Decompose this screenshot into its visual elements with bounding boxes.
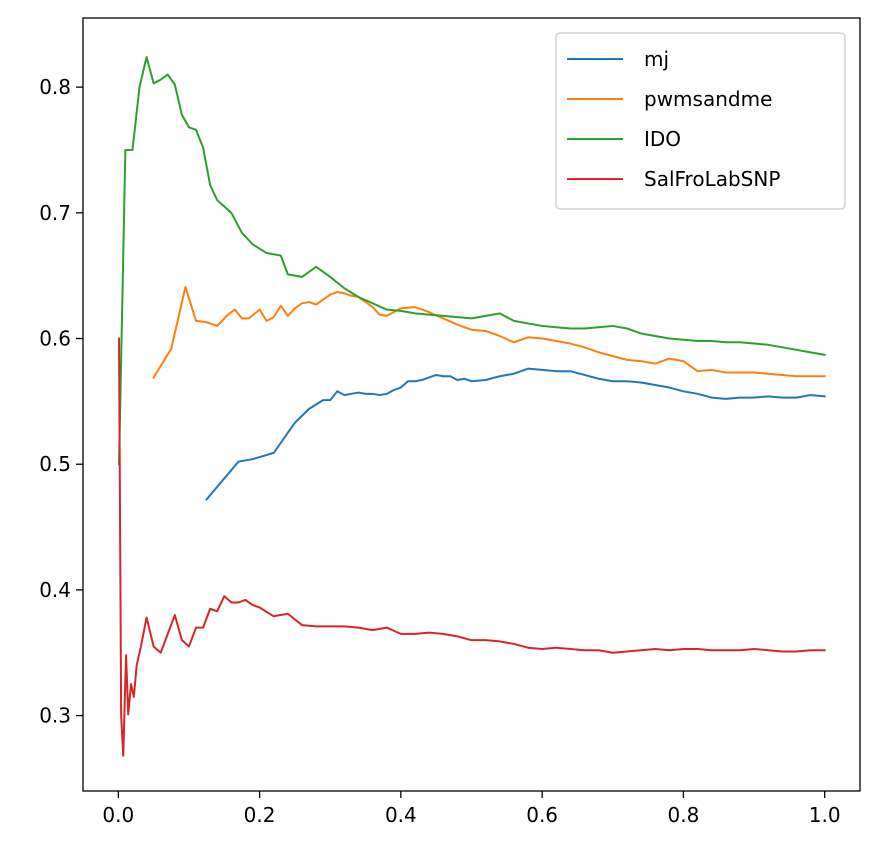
series-layer: [117, 55, 826, 757]
y-tick-label: 0.7: [39, 201, 71, 225]
legend-label: pwmsandme: [644, 87, 772, 111]
plot-frame: [82, 17, 861, 792]
series-line-ido: [117, 55, 826, 466]
series-line-salfrolabsnp: [118, 337, 826, 757]
axes: 0.0 0.2 0.4 0.6 0.8 1.0 0.3 0.4 0.5 0.6 0.7 0.8: [39, 75, 840, 827]
legend-label: SalFroLabSNP: [644, 167, 780, 191]
x-tick-label: 0.6: [526, 803, 558, 827]
x-tick-label: 1.0: [809, 803, 841, 827]
series-line-pwmsandme: [152, 285, 826, 379]
x-tick-label: 0.8: [668, 803, 700, 827]
y-tick-label: 0.8: [39, 75, 71, 99]
series-line-mj: [205, 367, 826, 501]
x-tick-label: 0.4: [385, 803, 417, 827]
legend-label: mj: [644, 47, 669, 71]
y-tick-label: 0.3: [39, 704, 71, 728]
x-tick-label: 0.0: [102, 803, 134, 827]
y-tick-label: 0.4: [39, 578, 71, 602]
legend-box: [555, 32, 846, 210]
y-tick-label: 0.5: [39, 452, 71, 476]
x-tick-label: 0.2: [244, 803, 276, 827]
legend-label: IDO: [644, 127, 681, 151]
y-tick-label: 0.6: [39, 327, 71, 351]
legend: mj pwmsandme IDO SalFroLabSNP: [555, 32, 846, 210]
